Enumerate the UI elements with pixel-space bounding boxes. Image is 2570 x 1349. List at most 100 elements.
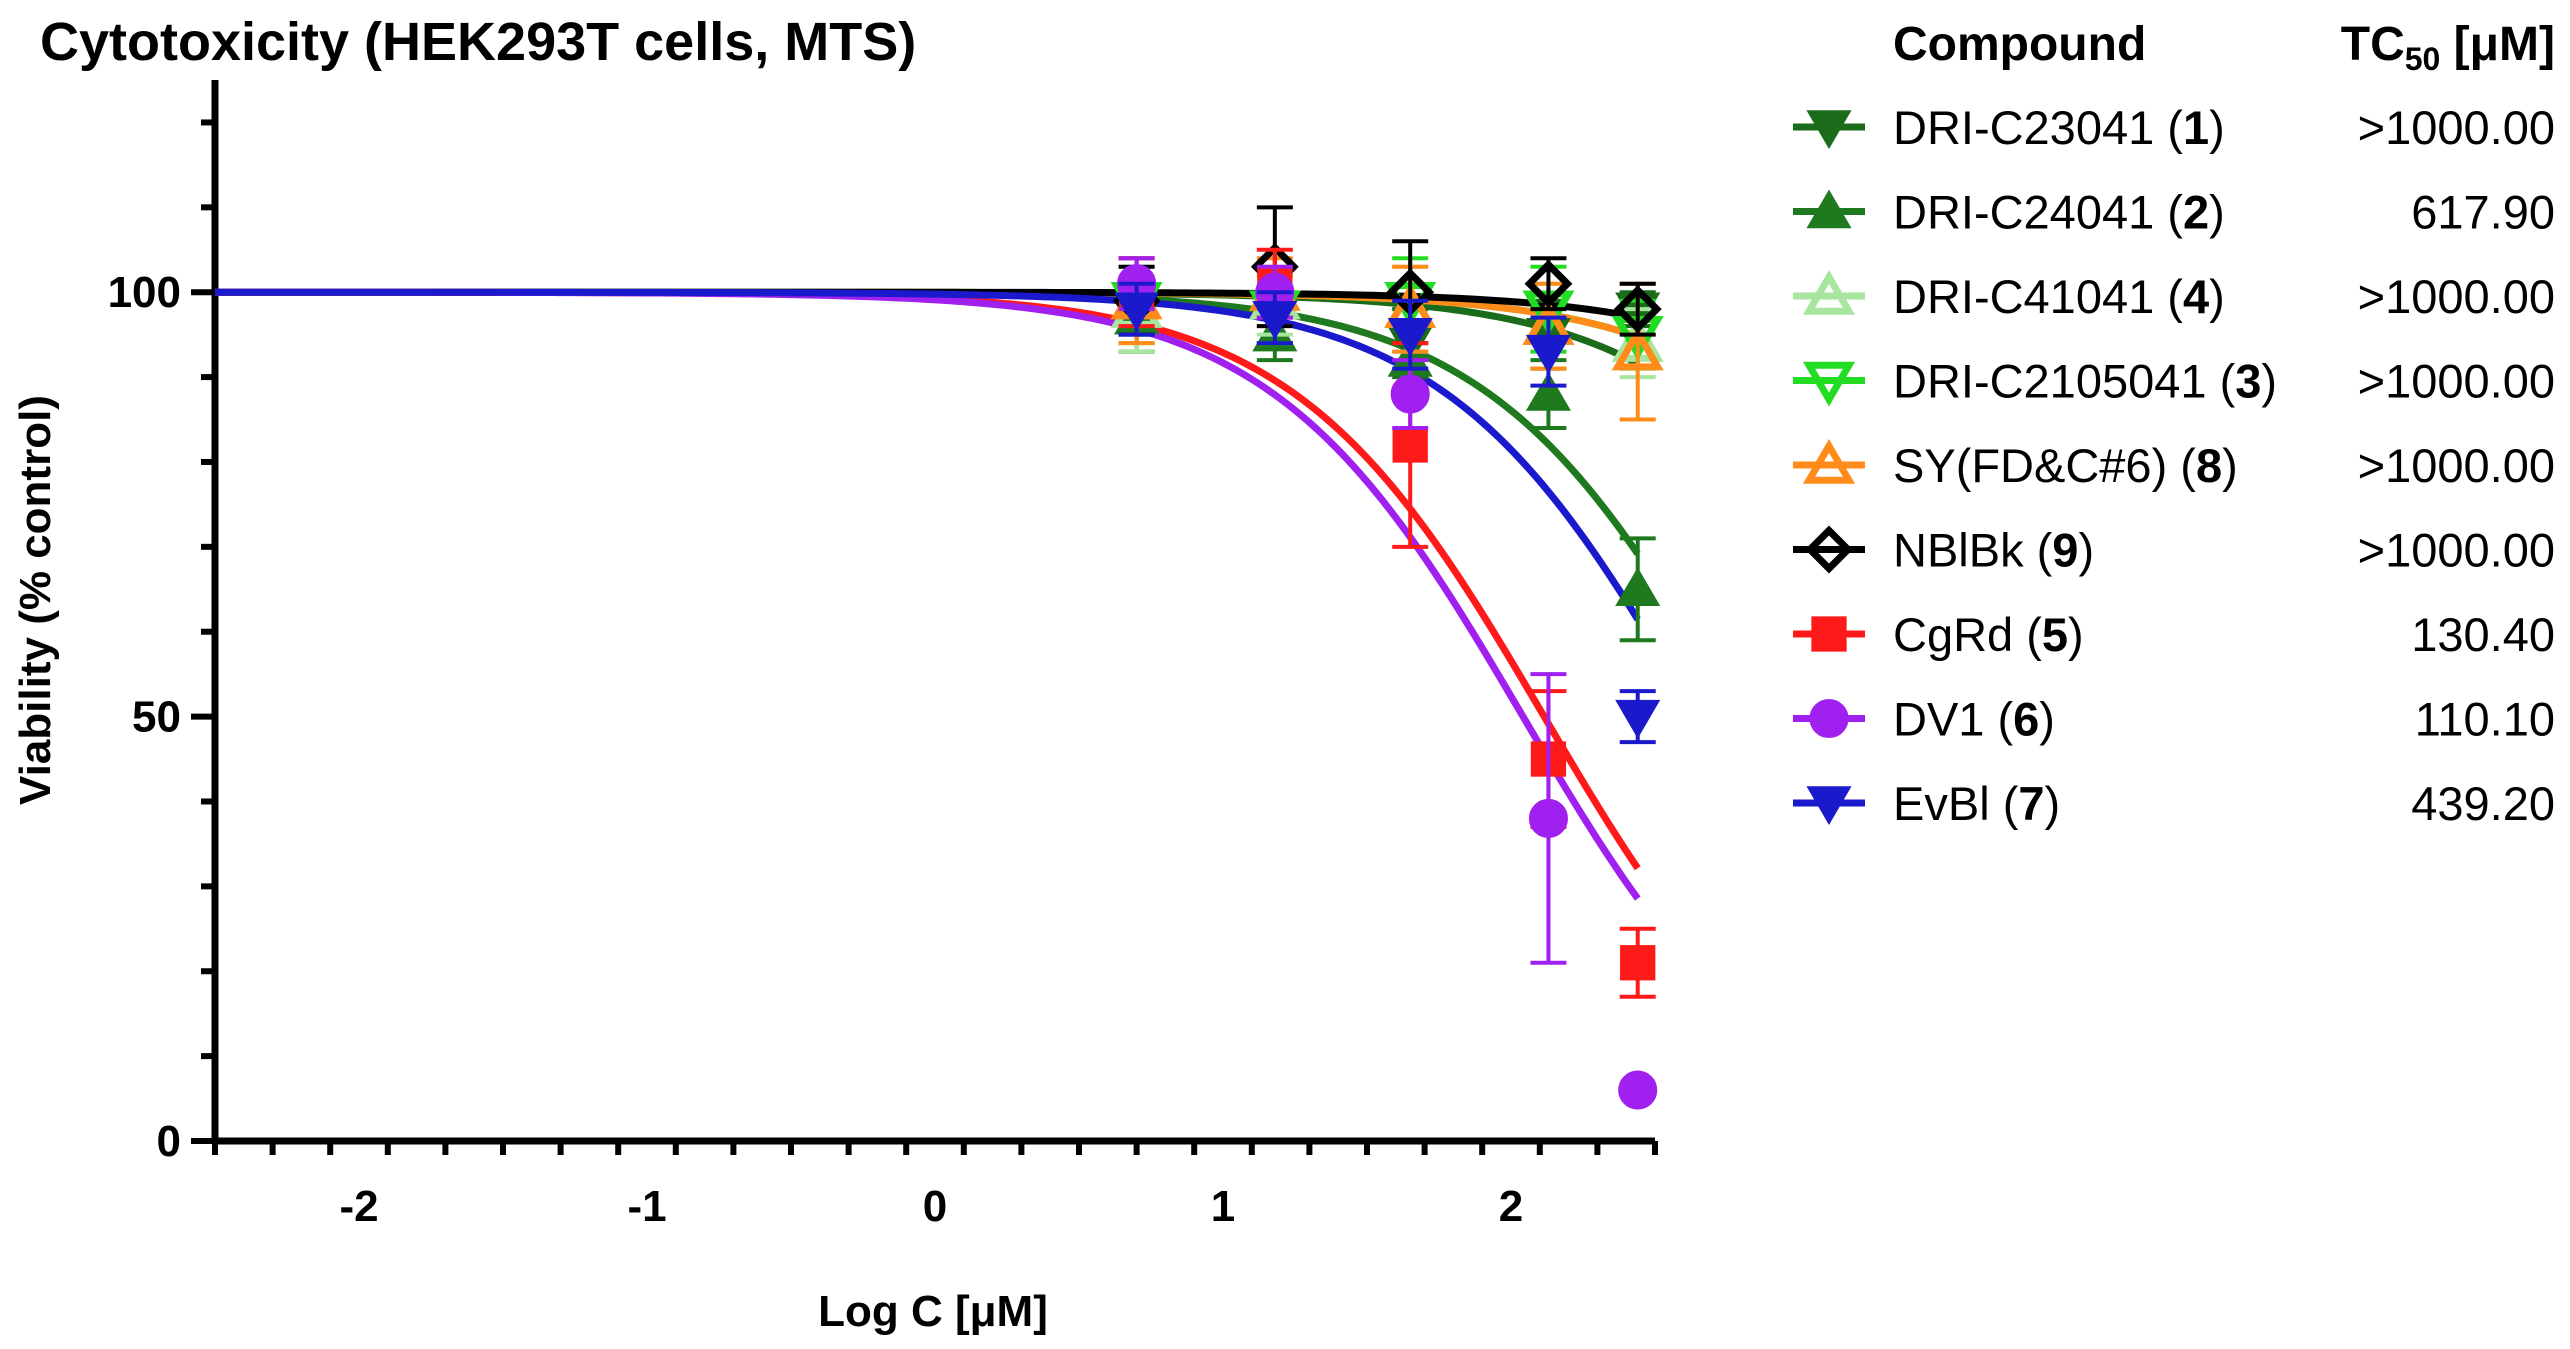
legend-name: DRI-C41041 ( (1893, 270, 2183, 323)
data-point (1114, 292, 1160, 332)
legend-header-tc50-unit: [μM] (2440, 18, 2555, 71)
data-point (1524, 259, 1573, 308)
series-evbl (1114, 281, 1661, 745)
legend-item: DRI-C41041 (4) >1000.00 (1793, 270, 2555, 323)
legend-header-tc50-sub: 50 (2405, 41, 2441, 77)
legend-label: DRI-C23041 (1) (1893, 101, 2225, 154)
legend-close: ) (2039, 693, 2055, 746)
y-tick-label: 0 (157, 1117, 181, 1166)
data-point (1611, 325, 1664, 371)
legend-label: DRI-C41041 (4) (1893, 270, 2225, 323)
legend-marker (1802, 270, 1856, 315)
legend-name: SY(FD&C#6) ( (1893, 439, 2196, 492)
legend-close: ) (2078, 524, 2094, 577)
data-point (1525, 372, 1572, 411)
legend-tc50-value: 439.20 (2411, 777, 2555, 830)
legend-label: NBlBk (9) (1893, 524, 2094, 577)
legend-number: 5 (2042, 608, 2068, 661)
legend-tc50-value: >1000.00 (2358, 270, 2555, 323)
legend-item: DRI-C23041 (1) >1000.00 (1793, 101, 2555, 154)
legend-name: DV1 ( (1893, 693, 2013, 746)
legend-label: SY(FD&C#6) (8) (1893, 439, 2238, 492)
legend-tc50-value: 110.10 (2415, 693, 2555, 746)
legend-label: CgRd (5) (1893, 608, 2084, 661)
x-axis-label: Log C [μM] (818, 1287, 1048, 1336)
data-point (1613, 285, 1662, 334)
legend-name: DRI-C24041 ( (1893, 186, 2183, 239)
legend-marker (1811, 616, 1847, 652)
legend-label: EvBl (7) (1893, 777, 2060, 830)
legend-number: 8 (2196, 439, 2222, 492)
legend-close: ) (2222, 439, 2238, 492)
legend-tc50-value: 130.40 (2411, 608, 2555, 661)
legend-marker (1806, 189, 1852, 229)
legend-name: EvBl ( (1893, 777, 2019, 830)
legend-tc50-value: >1000.00 (2358, 439, 2555, 492)
legend-number: 6 (2013, 693, 2039, 746)
data-point (1525, 334, 1572, 374)
legend-close: ) (2068, 608, 2084, 661)
legend-name: DRI-C23041 ( (1893, 101, 2183, 154)
data-point (1387, 317, 1433, 357)
legend-item: NBlBk (9) >1000.00 (1793, 524, 2555, 577)
x-tick-label: 1 (1211, 1182, 1235, 1231)
y-tick-label: 50 (132, 693, 181, 742)
legend-tc50-value: >1000.00 (2358, 101, 2555, 154)
legend-name: NBlBk ( (1893, 524, 2053, 577)
data-point (1528, 798, 1568, 839)
data-points (1110, 205, 1664, 1110)
legend-marker (1806, 110, 1852, 149)
legend-header-tc50-prefix: TC (2341, 18, 2405, 71)
legend-label: DRI-C24041 (2) (1893, 186, 2225, 239)
legend-label: DV1 (6) (1893, 693, 2055, 746)
legend-close: ) (2209, 186, 2225, 239)
legend-header-compound: Compound (1893, 18, 2146, 71)
legend-item: CgRd (5) 130.40 (1793, 608, 2555, 661)
legend-header-tc50: TC50 [μM] (2341, 18, 2555, 77)
legend-number: 9 (2052, 524, 2078, 577)
legend-item: EvBl (7) 439.20 (1793, 777, 2555, 830)
legend-tc50-value: >1000.00 (2358, 524, 2555, 577)
axes: 0 50 100 -2 -1 0 1 2 (108, 80, 1658, 1231)
legend-marker (1806, 786, 1852, 825)
legend-number: 2 (2183, 186, 2209, 239)
data-point (1615, 699, 1661, 739)
legend-tc50-value: >1000.00 (2358, 355, 2555, 408)
series-dv1 (1117, 256, 1658, 1110)
data-point (1615, 567, 1661, 606)
legend-number: 1 (2183, 101, 2209, 154)
legend-item: DV1 (6) 110.10 (1793, 693, 2555, 746)
data-point (1392, 427, 1428, 463)
legend-item: SY(FD&C#6) (8) >1000.00 (1793, 439, 2555, 492)
legend-close: ) (2261, 355, 2277, 408)
legend-item: DRI-C2105041 (3) >1000.00 (1793, 355, 2555, 408)
legend-close: ) (2209, 101, 2225, 154)
y-tick-label: 100 (108, 268, 181, 317)
legend-number: 4 (2183, 270, 2209, 323)
legend-marker (1809, 698, 1849, 739)
legend-marker (1805, 525, 1853, 574)
legend-tc50-value: 617.90 (2411, 186, 2555, 239)
legend-name: DRI-C2105041 ( (1893, 355, 2236, 408)
legend: Compound TC50 [μM] DRI-C23041 (1) >1000.0… (1793, 18, 2555, 830)
legend-items: DRI-C23041 (1) >1000.00 DRI-C24041 (2) 617.… (1793, 101, 2555, 830)
legend-name: CgRd ( (1893, 608, 2042, 661)
x-tick-label: -2 (339, 1182, 378, 1231)
legend-close: ) (2045, 777, 2061, 830)
x-tick-label: 0 (923, 1182, 947, 1231)
legend-marker (1802, 439, 1856, 484)
legend-item: DRI-C24041 (2) 617.90 (1793, 186, 2555, 239)
legend-close: ) (2209, 270, 2225, 323)
data-point (1620, 945, 1656, 981)
legend-marker (1802, 361, 1856, 407)
legend-number: 3 (2235, 355, 2261, 408)
x-tick-label: 2 (1499, 1182, 1523, 1231)
legend-number: 7 (2018, 777, 2044, 830)
data-point (1252, 300, 1298, 340)
x-tick-label: -1 (627, 1182, 666, 1231)
legend-label: DRI-C2105041 (3) (1893, 355, 2277, 408)
data-point (1618, 1070, 1658, 1110)
y-axis-label: Viability (% control) (11, 395, 60, 805)
data-point (1390, 374, 1430, 414)
